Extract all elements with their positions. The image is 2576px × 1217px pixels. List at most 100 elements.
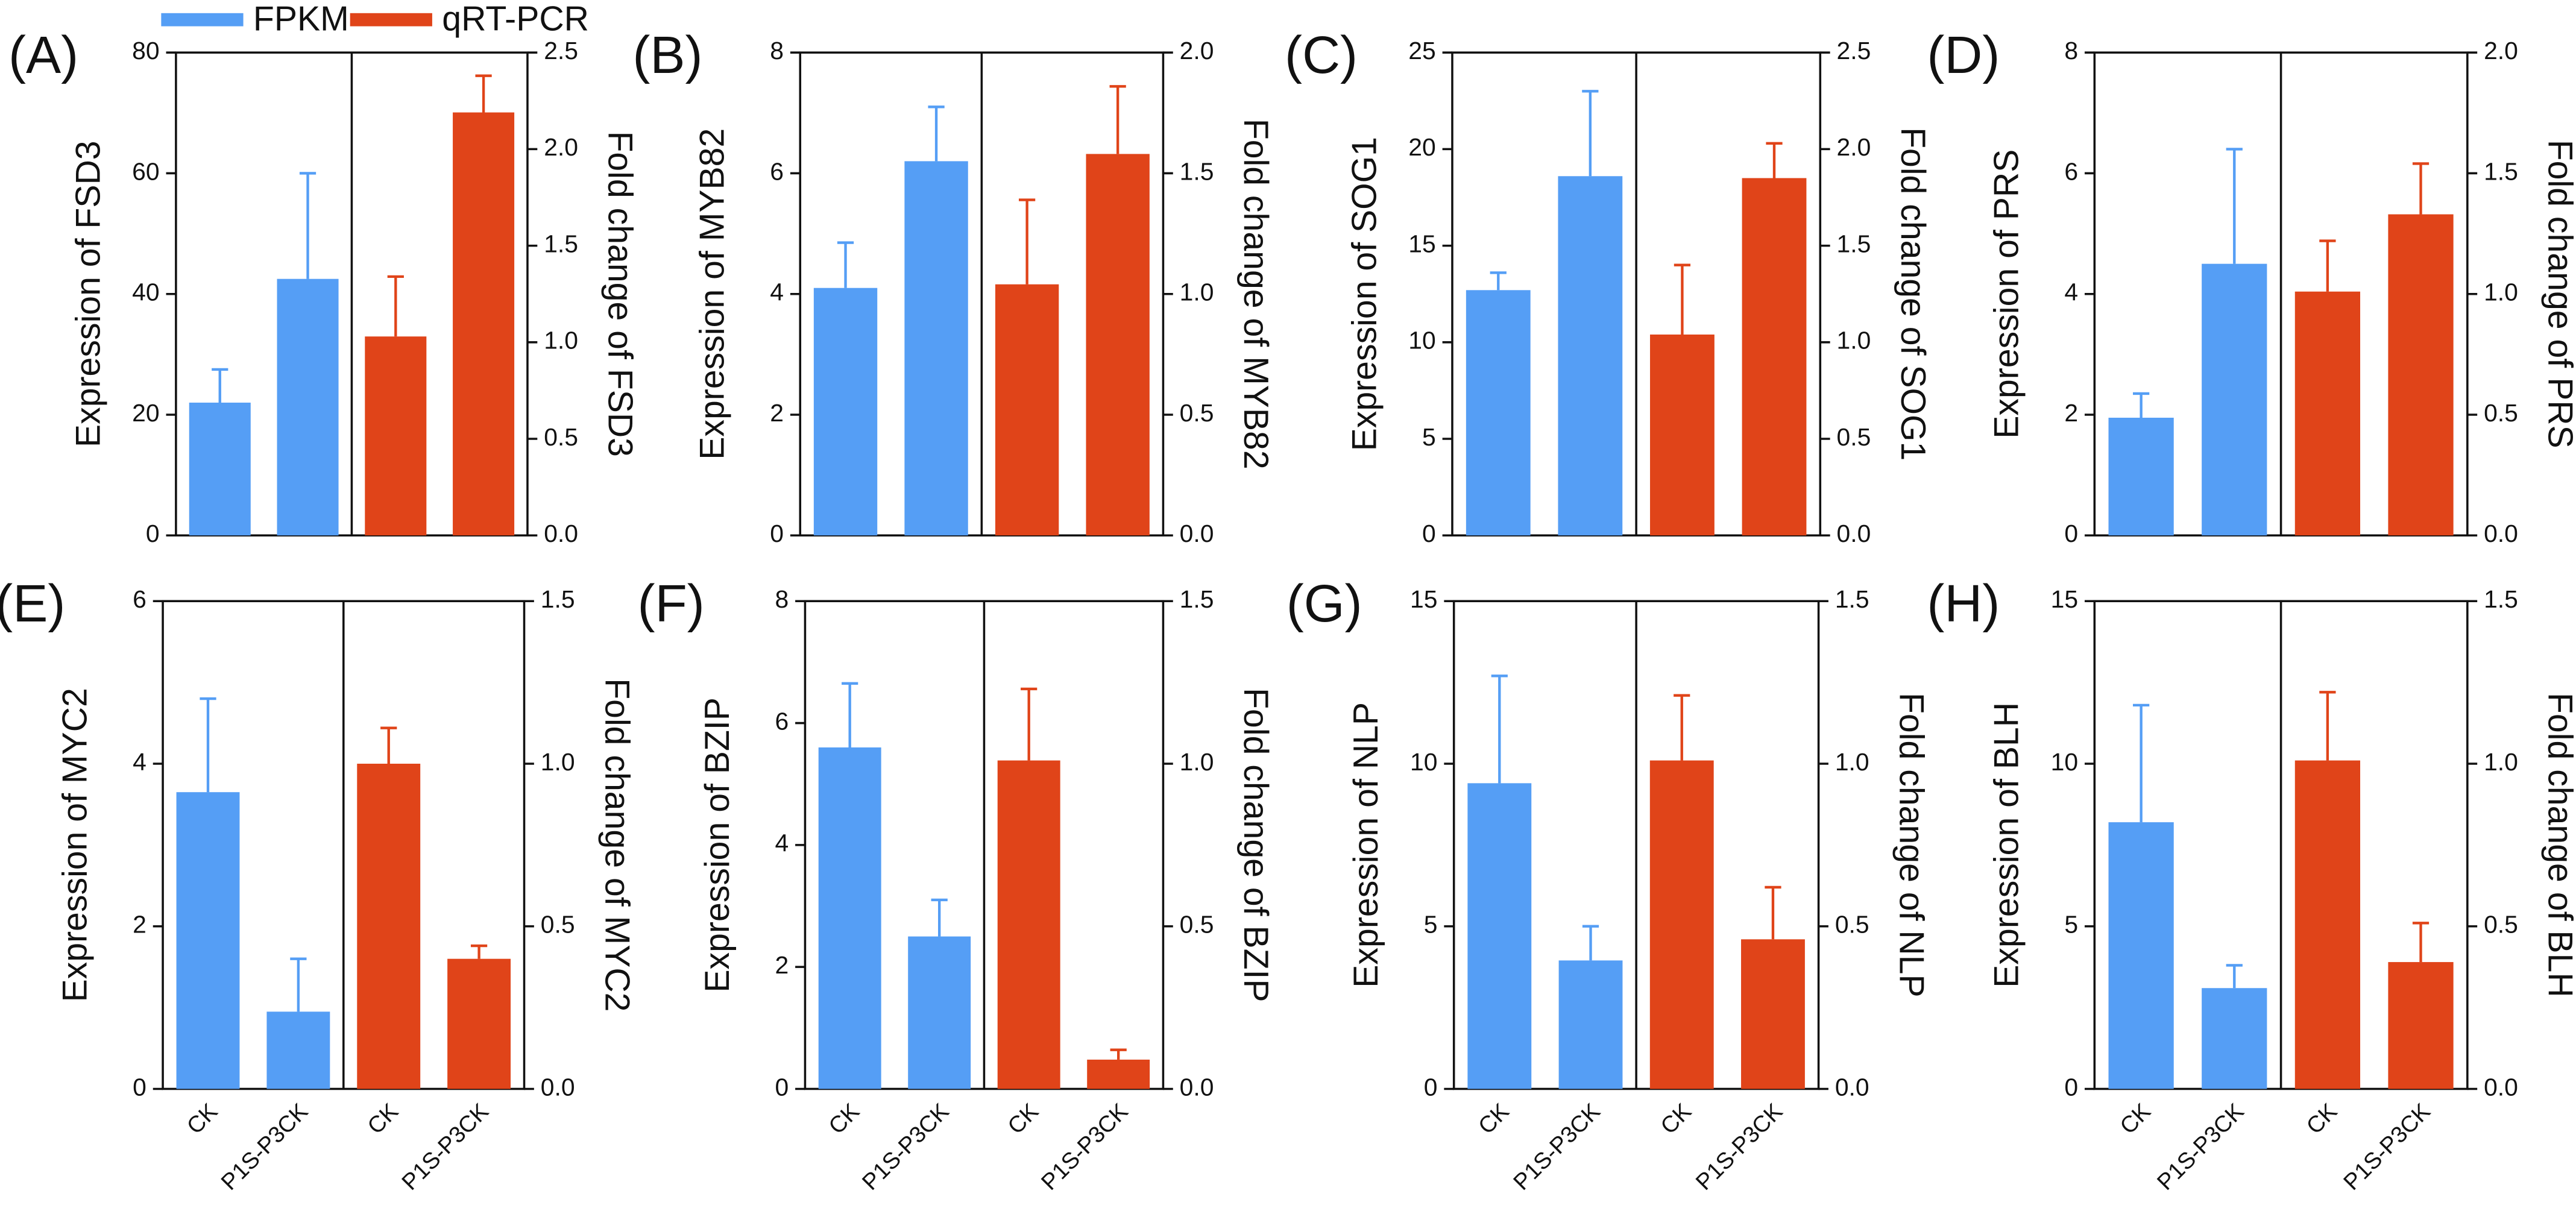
bar (2294, 291, 2361, 536)
bar (176, 792, 240, 1089)
y-axis-label: Expression of FSD3 (69, 140, 107, 447)
x-tick-label: P1S-P3CK (2338, 1098, 2436, 1195)
y-tick-label: 0 (146, 520, 160, 547)
y2-axis-label: Fold change of BLH (2541, 693, 2576, 998)
y-tick-label: 0 (2064, 520, 2078, 547)
bar (357, 763, 421, 1089)
y2-tick-label: 1.0 (541, 748, 575, 776)
bar (2294, 760, 2361, 1089)
bar (908, 936, 971, 1089)
bar (2108, 822, 2174, 1089)
y-axis-label: Expression of BLH (1988, 702, 2026, 988)
y2-tick-label: 0.5 (1180, 399, 1214, 427)
x-tick-label: CK (1003, 1098, 1044, 1139)
y2-axis-label: Fold change of MYB82 (1236, 119, 1275, 470)
x-tick-label: P1S-P3CK (857, 1098, 954, 1195)
y2-tick-label: 1.5 (544, 230, 578, 257)
y2-tick-label: 1.5 (2484, 157, 2518, 185)
y2-tick-label: 1.0 (1835, 748, 1869, 776)
y2-axis-label: Fold change of NLP (1892, 693, 1930, 998)
x-tick-label: P1S-P3CK (2152, 1098, 2249, 1195)
y-tick-label: 10 (1408, 327, 1435, 354)
y-tick-label: 6 (770, 157, 784, 185)
y2-tick-label: 2.5 (1837, 37, 1871, 64)
legend-swatch (350, 13, 432, 27)
y-tick-label: 15 (1410, 585, 1437, 613)
bar (2202, 988, 2267, 1089)
panel-label: (B) (632, 26, 702, 84)
panel-label: (F) (638, 574, 705, 633)
y2-tick-label: 0.5 (2484, 911, 2518, 939)
y-tick-label: 2 (2064, 399, 2078, 427)
legend-swatch (161, 13, 244, 27)
x-tick-label: CK (182, 1098, 223, 1139)
x-tick-label: P1S-P3CK (1508, 1098, 1605, 1195)
y2-tick-label: 2.0 (1180, 37, 1214, 64)
bar (447, 958, 511, 1089)
y-tick-label: 4 (770, 278, 784, 306)
y-tick-label: 5 (2064, 911, 2078, 939)
y2-tick-label: 1.0 (2484, 748, 2518, 776)
bar (1466, 290, 1531, 536)
y-tick-label: 4 (133, 748, 146, 776)
y2-axis-label: Fold change of MYC2 (597, 678, 636, 1011)
bar (1558, 176, 1623, 536)
panel-label: (C) (1285, 26, 1358, 84)
y-tick-label: 8 (775, 585, 789, 613)
y2-tick-label: 0.5 (2484, 399, 2518, 427)
x-tick-label: CK (2115, 1098, 2156, 1139)
bar (1742, 178, 1807, 536)
y2-tick-label: 1.0 (1837, 327, 1871, 354)
y-tick-label: 2 (133, 911, 146, 939)
y2-tick-label: 0.0 (2484, 520, 2518, 547)
bar (1087, 1059, 1150, 1089)
x-tick-label: CK (1473, 1098, 1514, 1139)
y-axis-label: Expression of SOG1 (1345, 137, 1384, 451)
panel-label: (H) (1927, 574, 2000, 633)
y-tick-label: 6 (2064, 157, 2078, 185)
x-tick-label: CK (2301, 1098, 2342, 1139)
bar (1558, 960, 1623, 1089)
y-tick-label: 0 (2064, 1073, 2078, 1101)
y2-axis-label: Fold change of PRS (2541, 140, 2576, 448)
bar (2202, 263, 2267, 536)
y-tick-label: 10 (1410, 748, 1437, 776)
y2-axis-label: Fold change of SOG1 (1894, 127, 1932, 461)
y2-tick-label: 2.5 (544, 37, 578, 64)
x-tick-label: CK (362, 1098, 403, 1139)
y-tick-label: 8 (2064, 37, 2078, 64)
y-axis-label: Expression of MYB82 (693, 128, 732, 460)
y-tick-label: 80 (132, 37, 159, 64)
x-tick-label: P1S-P3CK (216, 1098, 313, 1195)
y-tick-label: 10 (2051, 748, 2078, 776)
y-axis-label: Expression of MYC2 (56, 688, 95, 1002)
y2-tick-label: 0.0 (544, 520, 578, 547)
bar (2388, 962, 2454, 1089)
y2-tick-label: 0.0 (541, 1073, 575, 1101)
bar (266, 1011, 330, 1089)
bar (1649, 760, 1714, 1089)
panel-label: (E) (0, 574, 65, 633)
y-tick-label: 20 (1408, 133, 1435, 161)
y-tick-label: 40 (132, 278, 159, 306)
bar (995, 284, 1059, 536)
y2-axis-label: Fold change of BZIP (1236, 688, 1275, 1002)
x-tick-label: CK (824, 1098, 864, 1139)
y2-tick-label: 1.5 (1837, 230, 1871, 257)
bar (2108, 417, 2174, 536)
bar (1650, 335, 1715, 536)
y2-tick-label: 0.5 (544, 423, 578, 451)
bar (1086, 154, 1150, 536)
bar (453, 112, 515, 536)
y2-tick-label: 1.0 (1180, 748, 1214, 776)
y2-tick-label: 0.0 (1835, 1073, 1869, 1101)
bar (1467, 783, 1532, 1089)
bar (1741, 939, 1805, 1089)
y2-tick-label: 0.5 (1837, 423, 1871, 451)
y-axis-label: Expression of PRS (1988, 149, 2026, 439)
y-tick-label: 0 (1422, 520, 1436, 547)
y-tick-label: 0 (1424, 1073, 1438, 1101)
y-tick-label: 8 (770, 37, 784, 64)
y2-tick-label: 0.5 (541, 911, 575, 939)
